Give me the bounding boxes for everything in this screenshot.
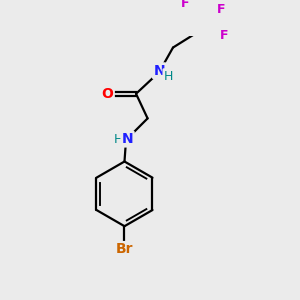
Text: F: F [217,3,226,16]
Text: N: N [153,64,165,78]
Text: F: F [220,29,229,42]
Text: O: O [102,87,113,101]
Text: H: H [114,133,123,146]
Text: H: H [164,70,173,83]
Text: N: N [122,132,134,146]
Text: Br: Br [116,242,133,256]
Text: F: F [181,0,190,10]
